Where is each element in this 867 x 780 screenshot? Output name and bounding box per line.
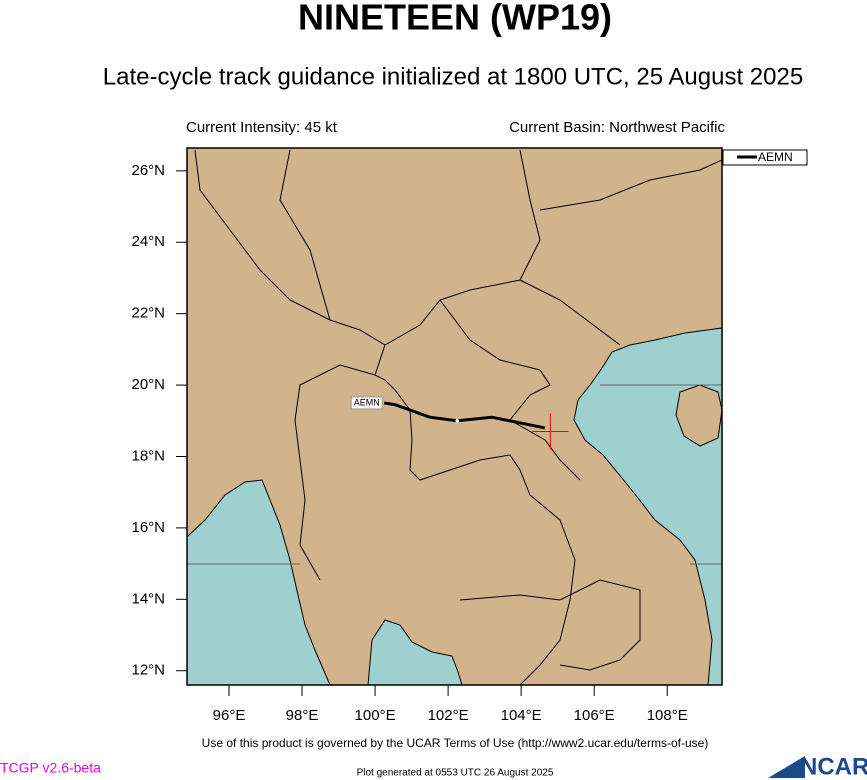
version: TCGP v2.6-beta: [0, 760, 101, 776]
andaman-sea: [187, 479, 331, 685]
generated: Plot generated at 0553 UTC 26 August 202…: [357, 768, 554, 779]
lat-tick-label: 24°N: [131, 233, 165, 250]
lon-tick-label: 102°E: [428, 707, 469, 724]
map-area: [187, 148, 722, 685]
lat-tick-label: 16°N: [131, 519, 165, 536]
lon-tick-label: 104°E: [501, 707, 542, 724]
overlay: AEMN: [350, 396, 569, 450]
frame: [186, 147, 723, 686]
gulf-of-thailand: [367, 619, 463, 685]
lon-tick-label: 106°E: [574, 707, 615, 724]
title: NINETEEN (WP19): [298, 0, 612, 38]
border: [384, 149, 541, 346]
subtitle: Late-cycle track guidance initialized at…: [103, 63, 803, 90]
lon-tick-label: 108°E: [647, 707, 688, 724]
lat-tick-label: 20°N: [131, 376, 165, 393]
border: [439, 299, 581, 481]
logo-mark: [768, 756, 805, 778]
lon-tick-label: 98°E: [286, 707, 319, 724]
legend-label: AEMN: [758, 150, 793, 164]
lat-tick-label: 22°N: [131, 305, 165, 322]
intensity: Current Intensity: 45 kt: [186, 119, 338, 136]
border: [294, 364, 376, 581]
track-point: [455, 418, 460, 423]
track-label-box: [350, 396, 383, 410]
lat-tick-label: 26°N: [131, 162, 165, 179]
border: [194, 149, 576, 685]
border: [459, 579, 641, 671]
lat-tick-label: 14°N: [131, 590, 165, 607]
basin: Current Basin: Northwest Pacific: [509, 119, 725, 136]
lon-tick-label: 96°E: [213, 707, 246, 724]
lon-tick-label: 100°E: [355, 707, 396, 724]
terms: Use of this product is governed by the U…: [202, 736, 709, 750]
border: [279, 149, 331, 321]
border: [539, 159, 722, 211]
legend: [722, 149, 808, 166]
track: [383, 401, 546, 430]
logo: NCAR: [800, 753, 867, 780]
track-label: AEMN: [354, 397, 380, 407]
hainan: [675, 384, 722, 447]
border: [519, 279, 621, 346]
lat-tick-label: 18°N: [131, 447, 165, 464]
lat-tick-label: 12°N: [131, 662, 165, 679]
